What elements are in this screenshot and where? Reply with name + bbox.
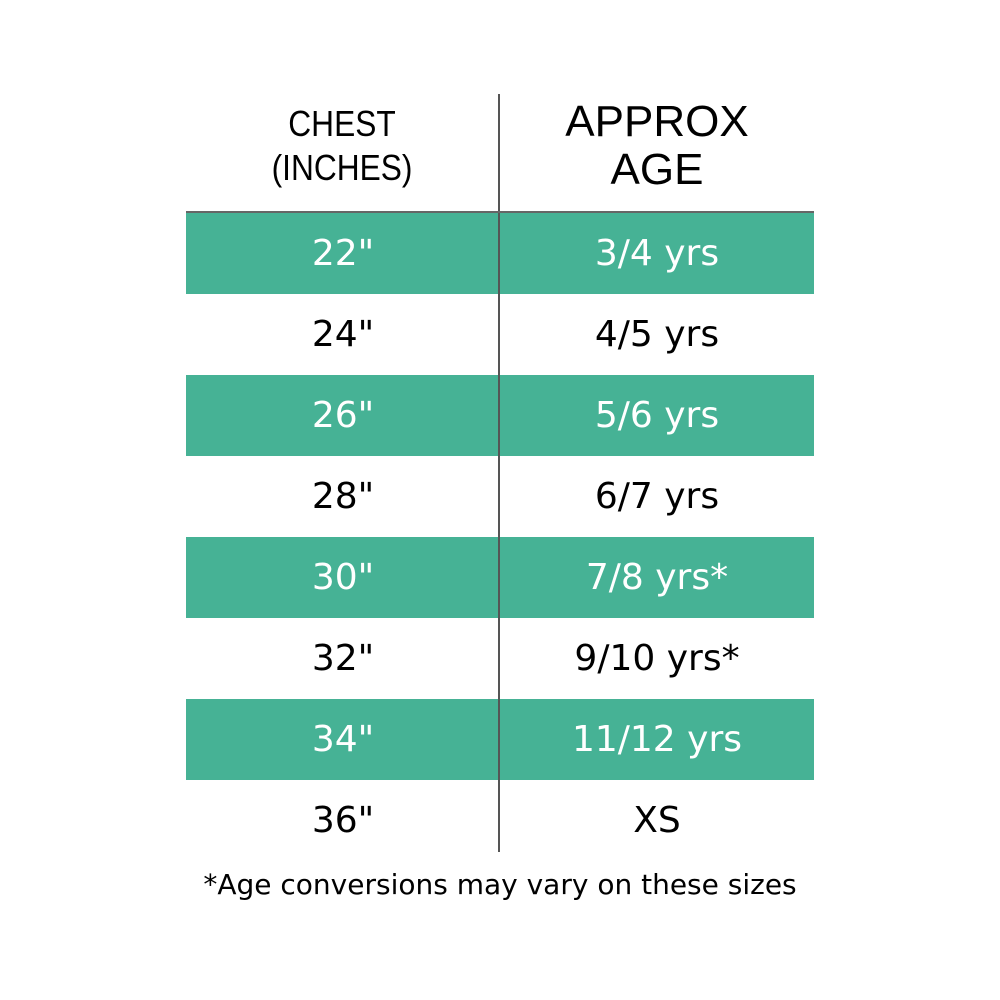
- cell-chest: 34": [311, 719, 375, 760]
- header-age-line1: APPROX: [565, 97, 749, 146]
- footnote: *Age conversions may vary on these sizes: [203, 868, 797, 901]
- cell-chest: 28": [311, 476, 375, 517]
- table-row: 22" 3/4 yrs: [186, 213, 814, 294]
- cell-chest: 22": [311, 233, 375, 274]
- cell-chest: 24": [311, 314, 375, 355]
- table-row: 36" XS: [186, 780, 814, 861]
- header-age: APPROX AGE: [500, 98, 814, 194]
- cell-age: 6/7 yrs: [594, 476, 720, 517]
- cell-age: 7/8 yrs*: [585, 557, 729, 598]
- table-row: 28" 6/7 yrs: [186, 456, 814, 537]
- header-divider: [186, 211, 814, 213]
- table-row: 32" 9/10 yrs*: [186, 618, 814, 699]
- header-chest-line1: CHEST: [288, 103, 396, 144]
- table-row: 26" 5/6 yrs: [186, 375, 814, 456]
- table-row: 24" 4/5 yrs: [186, 294, 814, 375]
- cell-chest: 26": [311, 395, 375, 436]
- header-chest: CHEST (INCHES): [205, 102, 480, 190]
- cell-age: 4/5 yrs: [594, 314, 720, 355]
- cell-age: 5/6 yrs: [594, 395, 720, 436]
- header-chest-line2: (INCHES): [271, 147, 413, 188]
- cell-age: 9/10 yrs*: [574, 638, 740, 679]
- cell-age: 11/12 yrs: [571, 719, 743, 760]
- cell-chest: 32": [311, 638, 375, 679]
- cell-age: 3/4 yrs: [594, 233, 720, 274]
- table-row: 30" 7/8 yrs*: [186, 537, 814, 618]
- cell-age: XS: [633, 800, 681, 841]
- table-row: 34" 11/12 yrs: [186, 699, 814, 780]
- column-divider: [498, 94, 500, 852]
- header-age-line2: AGE: [610, 145, 704, 194]
- cell-chest: 30": [311, 557, 375, 598]
- cell-chest: 36": [311, 800, 375, 841]
